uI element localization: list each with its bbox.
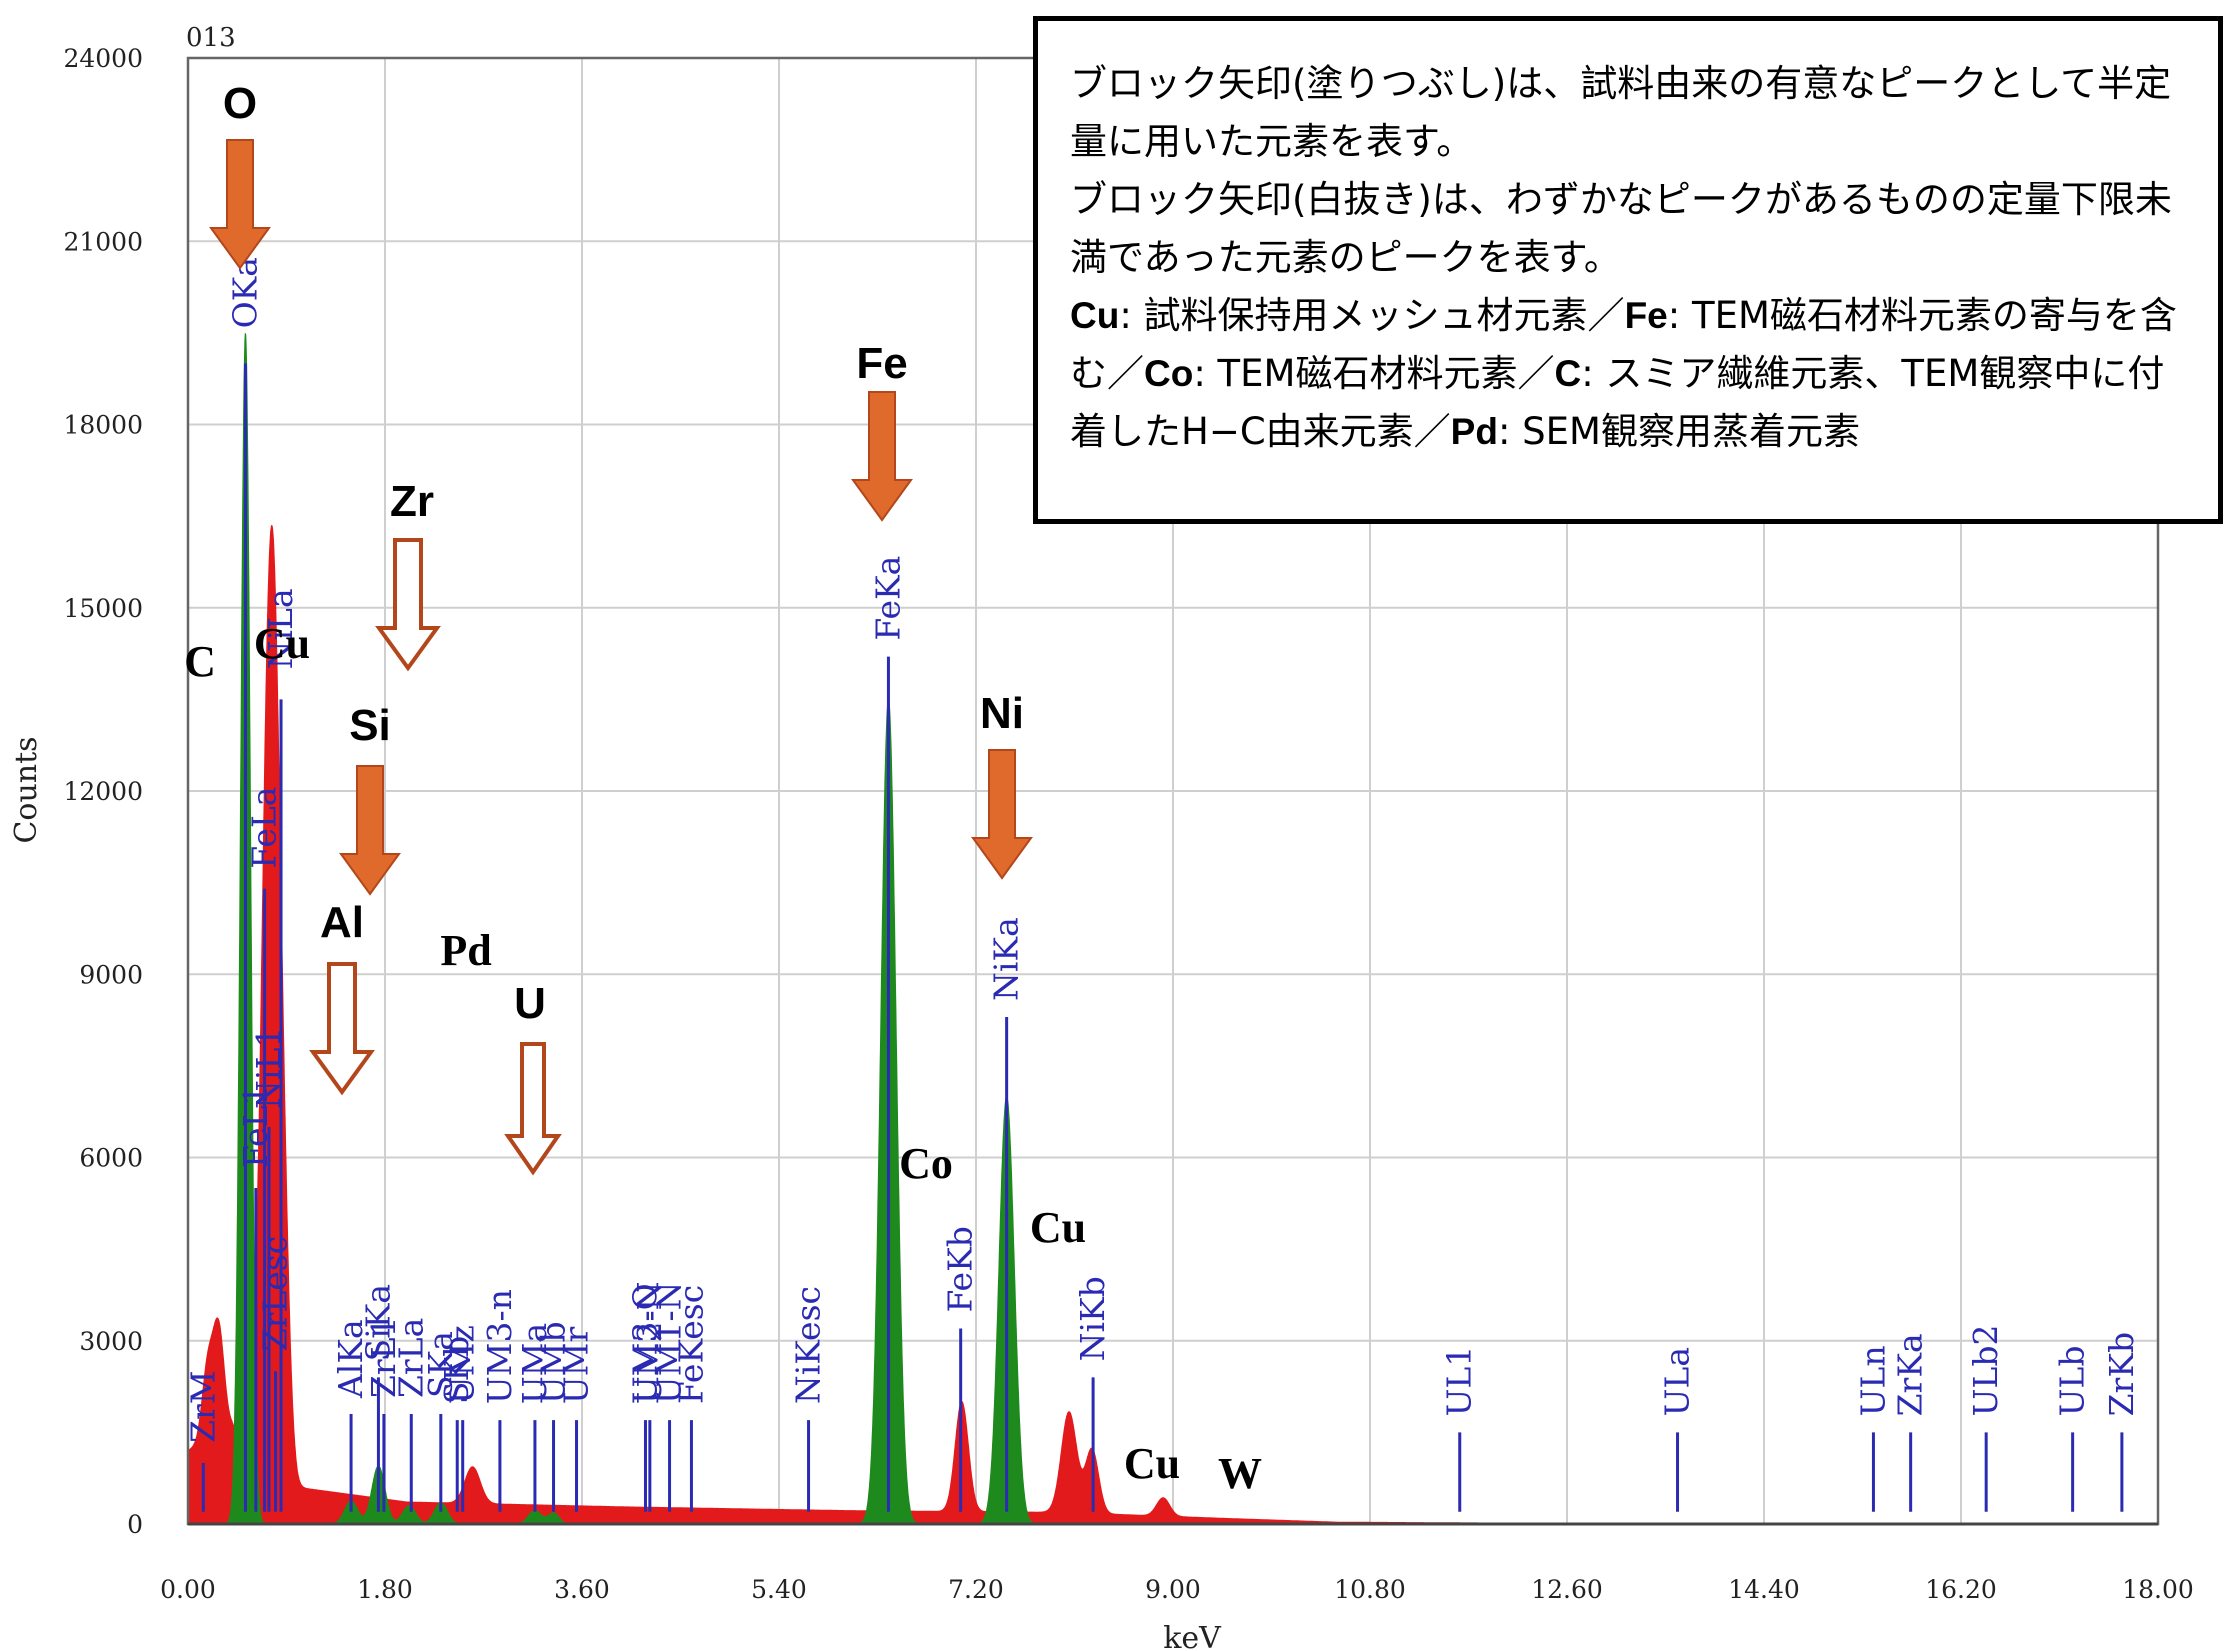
- marker-label-NiKb: NiKb: [1073, 1276, 1112, 1361]
- x-tick-labels: 0.00 1.80 3.60 5.40 7.20 9.00 10.80 12.60 14.40 1…: [160, 1575, 2194, 1604]
- element-label-Co: Co: [899, 1139, 953, 1188]
- element-label-Ni: Ni: [980, 689, 1024, 738]
- y-tick-label: 18000: [63, 411, 143, 440]
- element-label-Zr: Zr: [390, 477, 434, 526]
- element-label-W: W: [1218, 1449, 1262, 1498]
- note-element-Cu: Cu: [1070, 295, 1120, 336]
- x-tick-label: 7.20: [948, 1575, 1004, 1604]
- block-arrow-hollow-Al: [309, 962, 375, 1096]
- marker-label-FeKa: FeKa: [868, 556, 907, 641]
- marker-label-NiLa: NiLa: [261, 588, 300, 669]
- element-annotations: O Zr C Cu Si Al Pd U Fe Ni Co Cu Cu W: [184, 79, 1262, 1498]
- element-label-O: O: [223, 79, 257, 128]
- x-tick-label: 1.80: [357, 1575, 413, 1604]
- marker-label-NiKa: NiKa: [987, 917, 1026, 1001]
- y-tick-label: 9000: [79, 960, 143, 989]
- block-arrow-filled-Si: [339, 765, 401, 896]
- y-tick-label: 3000: [79, 1327, 143, 1356]
- y-axis-title: Counts: [9, 736, 44, 843]
- marker-label-AlKa: AlKa: [331, 1319, 370, 1399]
- block-arrow-filled-O: [209, 139, 271, 270]
- note-element-desc: : TEM磁石材料元素／: [1193, 352, 1555, 395]
- marker-label-SKb: SKb: [437, 1336, 476, 1404]
- note-hollow-arrow: ブロック矢印(白抜き)は、わずかなピークがあるものの定量下限未満であった元素のピ…: [1070, 178, 2172, 279]
- x-tick-label: 12.60: [1531, 1575, 1603, 1604]
- marker-label-ULb: ULb: [2053, 1346, 2092, 1417]
- note-element-desc: : SEM観察用蒸着元素: [1497, 410, 1860, 453]
- marker-label-UM2-N: UM2-N: [630, 1282, 669, 1405]
- marker-label-FeKb: FeKb: [941, 1226, 980, 1312]
- marker-label-UL1: UL1: [1440, 1346, 1479, 1417]
- element-label-C: C: [184, 637, 216, 686]
- y-tick-label: 15000: [63, 594, 143, 623]
- marker-label-SKa: SKa: [421, 1331, 460, 1398]
- y-tick-label: 12000: [63, 777, 143, 806]
- marker-label-ZrLa: ZrLa: [391, 1318, 430, 1398]
- x-tick-label: 16.20: [1925, 1575, 1997, 1604]
- y-tick-labels: 0 3000 6000 9000 12000 15000 18000 21000 24000: [63, 44, 143, 1539]
- x-axis-title: keV: [1163, 1621, 1222, 1651]
- marker-label-UMa: UMa: [515, 1323, 554, 1404]
- marker-label-UMr: UMr: [557, 1327, 596, 1405]
- marker-label-ULn: ULn: [1853, 1345, 1892, 1416]
- note-element-desc: : 試料保持用メッシュ材元素／: [1119, 294, 1625, 337]
- marker-label-UM3-O: UM3-O: [625, 1283, 664, 1404]
- spectrum-code: 013: [186, 23, 236, 53]
- element-label-Cu: Cu: [1030, 1203, 1086, 1252]
- marker-label-UMb: UMb: [534, 1321, 573, 1404]
- y-tick-label: 21000: [63, 227, 143, 256]
- marker-label-ZrKb: ZrKb: [2102, 1332, 2141, 1416]
- marker-label-SiKa: SiKa: [358, 1284, 397, 1362]
- element-label-Fe: Fe: [856, 339, 907, 388]
- marker-label-ZrLesc: ZrLesc: [256, 1236, 295, 1352]
- marker-label-ZrM: ZrM: [183, 1370, 222, 1443]
- x-tick-label: 0.00: [160, 1575, 216, 1604]
- element-label-Pd: Pd: [440, 926, 491, 975]
- marker-label-NiKesc: NiKesc: [789, 1286, 828, 1404]
- marker-label-FeLa: FeLa: [245, 787, 284, 869]
- block-arrow-hollow-Zr: [375, 538, 441, 672]
- legend-note-box: ブロック矢印(塗りつぶし)は、試料由来の有意なピークとして半定量に用いた元素を表…: [1033, 16, 2223, 524]
- y-tick-label: 6000: [79, 1144, 143, 1173]
- note-element-Co: Co: [1144, 353, 1194, 394]
- element-label-Al: Al: [320, 898, 364, 947]
- y-tick-label: 24000: [63, 44, 143, 73]
- marker-label-UM1-N: UM1-N: [650, 1282, 689, 1405]
- x-tick-label: 9.00: [1145, 1575, 1201, 1604]
- marker-label-UM3-n: UM3-n: [480, 1289, 519, 1404]
- x-tick-label: 14.40: [1728, 1575, 1800, 1604]
- note-element-Fe: Fe: [1624, 295, 1668, 336]
- x-tick-label: 5.40: [751, 1575, 807, 1604]
- note-element-desc: : TEM磁石材料元素の寄与を含む／: [1070, 294, 2177, 395]
- element-label-U: U: [514, 979, 546, 1028]
- y-tick-label: 0: [127, 1510, 143, 1539]
- note-element-C: C: [1554, 353, 1582, 394]
- note-element-Pd: Pd: [1450, 411, 1498, 452]
- element-label-Si: Si: [349, 701, 391, 750]
- marker-label-ZrKa: ZrKa: [1891, 1333, 1930, 1416]
- element-label-Cu: Cu: [254, 619, 310, 668]
- marker-label-ULb2: ULb2: [1966, 1325, 2005, 1417]
- element-label-Cu: Cu: [1124, 1439, 1180, 1488]
- note-elements: Cu: 試料保持用メッシュ材元素／Fe: TEM磁石材料元素の寄与を含む／Co:…: [1070, 287, 2198, 461]
- x-tick-label: 10.80: [1334, 1575, 1406, 1604]
- x-tick-label: 18.00: [2122, 1575, 2194, 1604]
- marker-label-UMz: UMz: [443, 1325, 482, 1404]
- element-marker-lines: ZrMOKaFeL1FeLaNiL1NiLaZrLescAlKaSiKaZrL1…: [183, 257, 2141, 1512]
- marker-label-ULa: ULa: [1658, 1347, 1697, 1416]
- x-tick-label: 3.60: [554, 1575, 610, 1604]
- block-arrow-hollow-U: [504, 1042, 562, 1176]
- note-element-desc: : スミア繊維元素、TEM観察中に付着したH−C由来元素／: [1070, 352, 2165, 453]
- marker-label-FeKesc: FeKesc: [671, 1285, 710, 1404]
- marker-label-ZrL1: ZrL1: [364, 1316, 403, 1398]
- block-arrow-filled-Fe: [851, 391, 913, 522]
- marker-label-OKa: OKa: [225, 257, 264, 328]
- block-arrow-filled-Ni: [971, 749, 1033, 880]
- note-filled-arrow: ブロック矢印(塗りつぶし)は、試料由来の有意なピークとして半定量に用いた元素を表…: [1070, 62, 2172, 163]
